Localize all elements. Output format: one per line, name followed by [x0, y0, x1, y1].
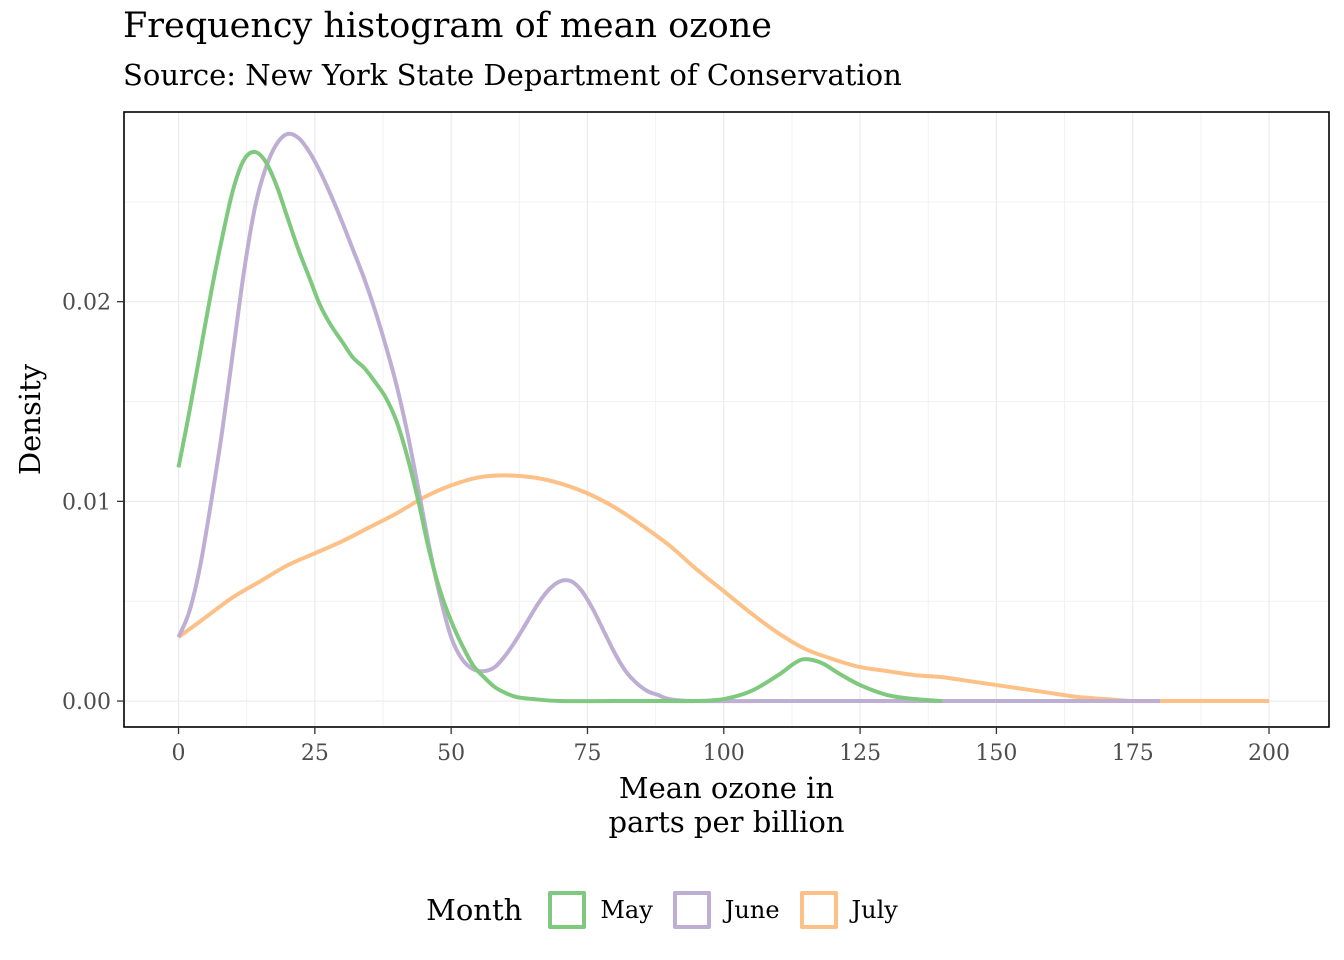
- x-tick-label: 150: [975, 741, 1017, 766]
- y-tick-label: 0.00: [62, 690, 111, 715]
- legend-item-july: July: [799, 891, 898, 929]
- density-chart: 0 25 50 75 100 125 150 175 200 0.00 0.01 0.02 Mean …: [13, 111, 1330, 839]
- legend-label-june: June: [724, 896, 780, 924]
- legend-key-may: [548, 891, 587, 929]
- legend-item-june: June: [672, 891, 780, 929]
- chart-title: Frequency histogram of mean ozone: [123, 6, 773, 46]
- x-tick-label: 100: [703, 741, 745, 766]
- x-tick-label: 200: [1248, 741, 1290, 766]
- x-tick-label: 125: [839, 741, 881, 766]
- y-tick-label: 0.01: [62, 490, 111, 515]
- chart-subtitle: Source: New York State Department of Con…: [123, 58, 902, 92]
- x-axis-title: Mean ozone in parts per billion: [608, 771, 844, 839]
- legend-key-june: [672, 891, 711, 929]
- x-tick-label: 75: [573, 741, 601, 766]
- legend-title: Month: [426, 893, 523, 927]
- legend-item-may: May: [548, 891, 653, 929]
- legend-label-july: July: [851, 896, 898, 924]
- grid-lines: [124, 112, 1329, 727]
- panel-border: [123, 111, 1330, 728]
- legend-label-may: May: [600, 896, 653, 924]
- x-tick-label: 0: [172, 741, 186, 766]
- x-tick-label: 175: [1112, 741, 1154, 766]
- series-line-june: [176, 131, 1160, 704]
- series-lines: [176, 131, 1270, 704]
- axis-ticks: 0 25 50 75 100 125 150 175 200 0.00 0.01 0.02: [62, 291, 1290, 766]
- x-axis-title-line: parts per billion: [608, 805, 844, 839]
- y-tick-label: 0.02: [62, 291, 111, 316]
- legend-key-july: [799, 891, 838, 929]
- y-axis-title: Density: [13, 363, 47, 475]
- series-line-may: [176, 149, 943, 704]
- x-tick-label: 50: [437, 741, 465, 766]
- series-line-july: [177, 473, 1270, 704]
- legend: Month May June July: [0, 884, 1344, 936]
- x-tick-label: 25: [301, 741, 329, 766]
- x-axis-title-line: Mean ozone in: [619, 771, 834, 805]
